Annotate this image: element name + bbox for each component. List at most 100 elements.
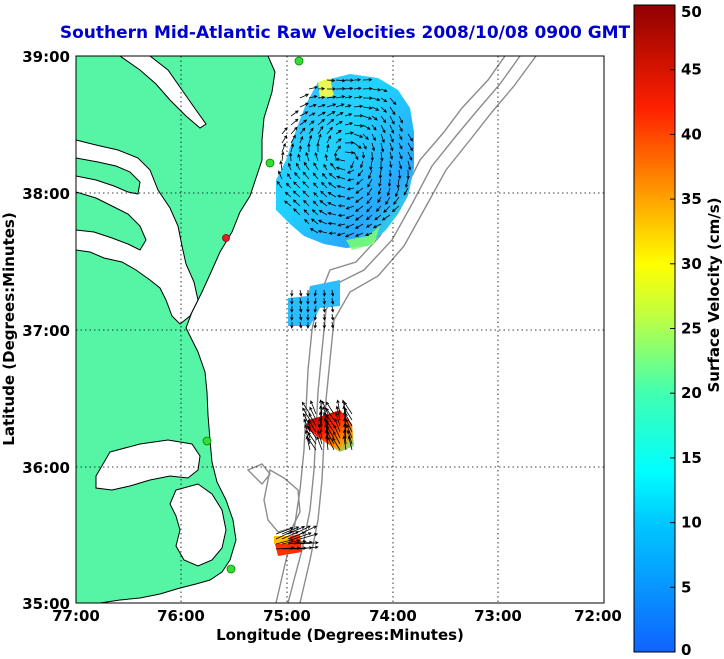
velocity-arrow (306, 289, 310, 297)
colorbar: 0 5 10 15 20 25 30 35 40 45 50 Surface Velocity (c… (633, 3, 723, 659)
velocity-arrow (326, 103, 337, 108)
velocity-arrow (290, 297, 294, 305)
velocity-arrow (299, 532, 319, 540)
velocity-arrow (361, 151, 366, 159)
velocity-arrow (318, 209, 328, 216)
velocity-arrow (317, 95, 326, 100)
velocity-arrow (344, 95, 353, 99)
velocity-arrow (301, 401, 311, 415)
velocity-arrow (344, 232, 355, 238)
station-marker (202, 436, 212, 446)
velocity-arrow (355, 205, 364, 212)
velocity-arrow (370, 151, 374, 162)
velocity-arrow (281, 127, 288, 135)
velocity-arrow (308, 120, 315, 126)
velocity-arrow (281, 539, 301, 545)
velocity-arrow (371, 97, 381, 102)
velocity-arrow (362, 142, 367, 150)
velocity-arrow (317, 219, 328, 225)
y-tick-label: 38:00 (22, 185, 70, 203)
velocity-arrow (342, 429, 347, 445)
velocity-arrow (334, 418, 341, 433)
velocity-arrow (303, 161, 310, 171)
velocity-arrow (278, 170, 283, 180)
velocity-arrow (304, 218, 310, 225)
velocity-arrow (328, 172, 337, 180)
velocity-arrow (326, 135, 331, 144)
velocity-arrow (335, 157, 346, 162)
velocity-arrow (380, 97, 388, 103)
velocity-arrow (318, 417, 323, 433)
velocity-arrow (386, 187, 391, 197)
velocity-arrow (330, 305, 335, 313)
velocity-arrow (374, 214, 382, 221)
velocity-arrow (298, 305, 303, 313)
velocity-arrow (379, 160, 383, 171)
velocity-arrow (336, 194, 346, 198)
velocity-arrow (353, 124, 364, 128)
velocity-arrow (350, 160, 355, 169)
velocity-arrow (347, 178, 355, 182)
velocity-arrow (319, 200, 328, 207)
velocity-arrow (371, 142, 376, 152)
velocity-arrow (316, 142, 320, 153)
velocity-arrow (309, 406, 317, 421)
velocity-arrow (313, 297, 318, 305)
velocity-arrow (326, 118, 335, 126)
velocity-arrow (335, 129, 342, 135)
velocity-arrow (388, 169, 392, 178)
x-tick-label: 73:00 (474, 607, 522, 625)
velocity-arrow (380, 106, 387, 113)
velocity-arrow (322, 297, 326, 305)
velocity-arrows (275, 77, 413, 550)
velocity-arrow (290, 289, 294, 297)
velocity-arrow (299, 119, 308, 126)
velocity-arrow (387, 178, 392, 187)
velocity-arrow (304, 424, 311, 439)
velocity-arrow (344, 104, 352, 108)
velocity-arrow (327, 202, 337, 207)
velocity-arrow (275, 530, 294, 540)
velocity-arrow (307, 437, 317, 451)
velocity-arrow (275, 538, 295, 545)
velocity-arrow (337, 223, 346, 227)
velocity-arrow (398, 142, 403, 150)
colorbar-tick-label: 20 (681, 384, 702, 402)
velocity-arrow (344, 122, 354, 126)
velocity-arrow (325, 419, 335, 433)
velocity-arrow (362, 124, 371, 130)
velocity-arrow (299, 93, 310, 99)
station-marker (226, 564, 236, 574)
velocity-arrow (290, 143, 295, 153)
velocity-arrow (276, 180, 283, 189)
velocity-arrow (325, 413, 335, 427)
velocity-arrow (393, 196, 400, 205)
colorbar-tick-label: 25 (681, 320, 702, 338)
velocity-field-north-green (346, 226, 380, 250)
velocity-arrow (407, 133, 413, 142)
pamlico-sound (95, 439, 201, 491)
velocity-arrow (380, 142, 385, 153)
velocity-arrow (299, 111, 309, 117)
colorbar-ticks: 0 5 10 15 20 25 30 35 40 45 50 (670, 3, 702, 659)
velocity-arrow (292, 199, 301, 207)
x-axis-label: Longitude (Degrees:Minutes) (216, 626, 464, 644)
y-tick-label: 37:00 (22, 322, 70, 340)
velocity-arrow (308, 134, 313, 144)
velocity-arrow (332, 430, 341, 445)
colorbar-tick-label: 50 (681, 3, 702, 21)
velocity-arrow (290, 134, 296, 144)
velocity-arrow (324, 153, 328, 162)
x-tick-label: 72:00 (574, 607, 622, 625)
velocity-arrow (398, 115, 403, 124)
velocity-arrow (346, 187, 355, 191)
velocity-arrow (317, 104, 326, 108)
velocity-arrow (345, 418, 353, 433)
colorbar-tick-label: 0 (681, 641, 691, 659)
velocity-arrow (327, 221, 337, 226)
velocity-arrow (380, 124, 386, 134)
velocity-arrow (290, 313, 294, 321)
velocity-arrow (353, 78, 362, 82)
velocity-arrow (398, 124, 403, 132)
velocity-arrow (317, 111, 326, 117)
